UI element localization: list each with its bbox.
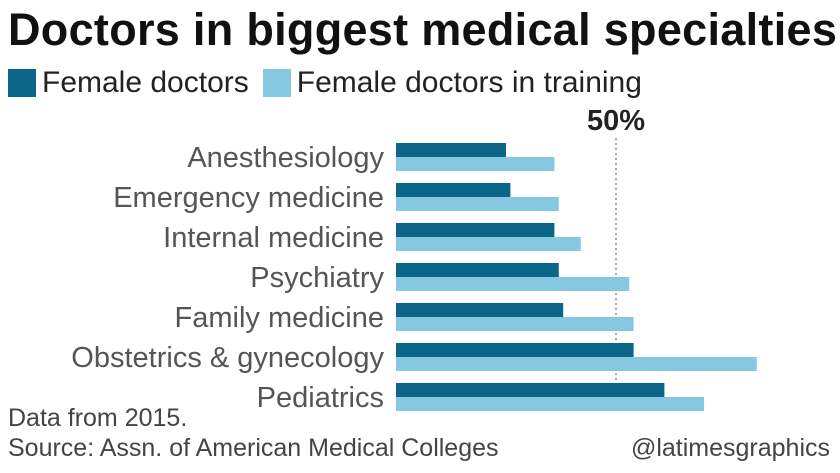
category-label-1: Emergency medicine: [113, 182, 384, 214]
category-label-0: Anesthesiology: [187, 142, 384, 174]
bar-training-0: [396, 157, 555, 171]
bar-female-4: [396, 303, 564, 317]
legend-item-female: Female doctors: [8, 66, 249, 100]
legend-item-training: Female doctors in training: [262, 66, 642, 100]
bar-training-2: [396, 237, 581, 251]
bar-female-0: [396, 143, 506, 157]
source-note: Source: Assn. of American Medical Colleg…: [8, 434, 499, 462]
legend: Female doctors Female doctors in trainin…: [8, 66, 656, 100]
legend-swatch-training: [262, 69, 291, 97]
bar-female-2: [396, 223, 555, 237]
bar-female-6: [396, 383, 665, 397]
credit: @latimesgraphics: [630, 434, 830, 462]
bar-training-6: [396, 397, 704, 411]
bar-female-1: [396, 183, 511, 197]
legend-label-training: Female doctors in training: [296, 66, 642, 99]
legend-label-female: Female doctors: [42, 66, 249, 99]
category-label-3: Psychiatry: [250, 262, 384, 294]
reference-label-50: 50%: [587, 105, 645, 137]
bar-female-5: [396, 343, 634, 357]
legend-swatch-female: [8, 69, 36, 97]
bar-training-4: [396, 317, 634, 331]
chart-title: Doctors in biggest medical specialties: [8, 4, 838, 55]
bar-training-5: [396, 357, 757, 371]
category-label-2: Internal medicine: [163, 222, 384, 254]
data-note: Data from 2015.: [8, 404, 188, 432]
category-label-4: Family medicine: [175, 302, 385, 334]
category-label-6: Pediatrics: [257, 382, 384, 414]
bar-training-3: [396, 277, 630, 291]
bar-training-1: [396, 197, 559, 211]
category-label-5: Obstetrics & gynecology: [71, 342, 384, 374]
bar-female-3: [396, 263, 559, 277]
